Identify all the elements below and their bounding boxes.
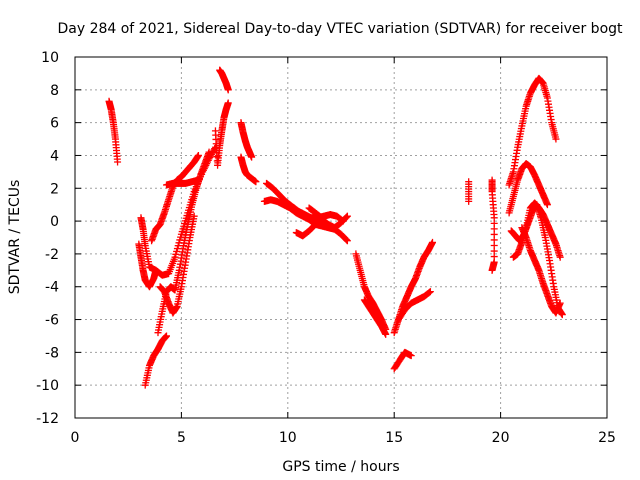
series-arc2 — [135, 240, 160, 291]
y-tick-label: -10 — [36, 378, 59, 394]
y-tick-label: -12 — [36, 411, 59, 427]
data-point — [318, 214, 326, 222]
y-tick-label: 4 — [50, 148, 59, 164]
data-points — [105, 66, 566, 389]
data-point — [190, 212, 198, 220]
data-point — [224, 99, 232, 107]
data-point — [382, 330, 390, 338]
y-tick-labels: -12 -10 -8 -6 -4 -2 0 2 4 6 8 10 — [36, 50, 59, 427]
data-point — [407, 352, 415, 360]
data-point — [343, 212, 351, 220]
data-point — [114, 158, 122, 166]
series-arc8 — [163, 176, 202, 189]
series-arc24 — [505, 74, 560, 189]
y-tick-label: -2 — [45, 247, 59, 263]
series-arc11 — [237, 119, 256, 161]
data-point — [543, 201, 551, 209]
x-tick-label: 0 — [71, 430, 80, 446]
data-point — [252, 178, 260, 186]
data-point — [558, 311, 566, 319]
data-point — [163, 332, 171, 340]
data-point — [248, 153, 256, 161]
series-arc22 — [465, 178, 473, 205]
series-arc7 — [156, 212, 198, 317]
chart-title: Day 284 of 2021, Sidereal Day-to-day VTE… — [57, 21, 623, 37]
series-arc28 — [518, 224, 564, 317]
x-tick-label: 20 — [492, 430, 510, 446]
data-point — [194, 176, 202, 184]
data-point — [342, 214, 350, 222]
data-point — [224, 86, 232, 94]
series-arc10 — [216, 66, 232, 94]
data-point — [343, 236, 351, 244]
x-tick-labels: 0 5 10 15 20 25 — [71, 430, 616, 446]
data-point — [205, 148, 213, 156]
y-tick-label: 10 — [41, 50, 59, 66]
series-arc20 — [394, 288, 434, 324]
data-point — [343, 213, 351, 221]
y-tick-label: 2 — [50, 181, 59, 197]
series-arc18 — [360, 296, 390, 338]
x-tick-label: 10 — [279, 430, 297, 446]
series-arc15 — [292, 212, 351, 240]
data-point — [488, 266, 496, 274]
y-tick-label: 6 — [50, 116, 59, 132]
plot-frame — [74, 56, 608, 419]
series-arc25 — [505, 160, 551, 217]
series-arc1 — [105, 97, 122, 166]
y-tick-label: 0 — [50, 214, 59, 230]
data-point — [342, 235, 350, 243]
data-point — [556, 253, 564, 261]
x-tick-label: 25 — [598, 430, 616, 446]
series-arc5 — [141, 332, 171, 389]
y-tick-label: -6 — [45, 313, 59, 329]
series-arc19 — [390, 238, 437, 337]
series-arc16 — [305, 204, 326, 222]
y-tick-label: -8 — [45, 345, 59, 361]
x-axis-label: GPS time / hours — [282, 459, 399, 475]
x-tick-label: 15 — [385, 430, 403, 446]
series-arc17 — [352, 250, 390, 333]
y-tick-label: 8 — [50, 83, 59, 99]
data-point — [556, 299, 564, 307]
data-point — [429, 238, 437, 246]
data-point — [211, 143, 219, 151]
data-point — [552, 135, 560, 143]
y-axis-label: SDTVAR / TECUs — [7, 180, 23, 295]
axis-ticks — [74, 56, 608, 419]
series-arc23 — [488, 176, 498, 274]
y-tick-label: -4 — [45, 280, 59, 296]
data-point — [465, 197, 473, 205]
series-arc9 — [211, 99, 232, 169]
series-arc27 — [509, 199, 564, 261]
data-point — [426, 288, 434, 296]
series-arc12 — [237, 153, 260, 186]
data-point — [194, 151, 202, 159]
data-point — [343, 237, 351, 245]
series-arc21 — [390, 348, 415, 373]
x-tick-label: 5 — [177, 430, 186, 446]
